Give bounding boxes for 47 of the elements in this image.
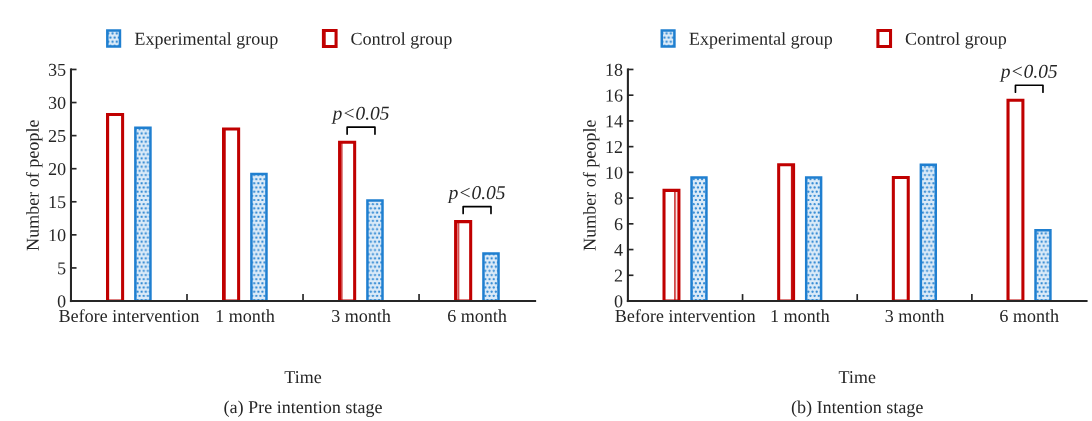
y-tick-label: 35 <box>48 63 66 76</box>
bar <box>366 199 384 302</box>
bar <box>690 176 708 302</box>
y-tick-label: 25 <box>48 129 66 143</box>
y-tick-label: 14 <box>606 115 623 128</box>
annotation: p<0.05 <box>447 186 505 204</box>
x-tick-label: 6 month <box>1000 309 1059 323</box>
x-tick-label: Before intervention <box>59 309 200 323</box>
bar <box>1034 229 1052 302</box>
x-tick-label: Before intervention <box>615 309 756 323</box>
x-tick-label: 3 month <box>332 309 391 323</box>
legend-label: Experimental group <box>689 32 833 49</box>
y-tick-label: 15 <box>49 196 66 209</box>
text: (b) Intention stage <box>791 400 923 418</box>
y-tick-label: 10 <box>606 166 623 179</box>
y-tick-label: 12 <box>606 140 623 153</box>
y-tick-label: 6 <box>614 218 623 231</box>
text: (a) Pre intention stage <box>224 400 382 418</box>
legend-label: Control group <box>351 32 452 49</box>
y-axis-title: Number of people <box>25 120 43 251</box>
bar <box>804 176 823 302</box>
y-tick-label: 0 <box>57 295 66 308</box>
y-axis-title: Number of people <box>582 120 600 251</box>
legend-label: Control group <box>905 32 1007 49</box>
x-tick-label: 6 month <box>448 309 507 323</box>
y-tick-label: 16 <box>606 89 623 102</box>
y-tick-label: 2 <box>614 269 623 282</box>
bar <box>482 252 500 302</box>
x-axis-title: Time <box>838 371 876 384</box>
y-tick-label: 4 <box>614 243 623 256</box>
y-tick-label: 10 <box>49 229 66 242</box>
annotation: p<0.05 <box>999 64 1058 82</box>
y-tick-label: 0 <box>614 295 623 308</box>
y-tick-label: 20 <box>48 162 66 176</box>
y-tick-label: 30 <box>48 96 66 109</box>
y-tick-label: 18 <box>606 63 623 76</box>
annotation: p<0.05 <box>331 106 389 124</box>
x-tick-label: 3 month <box>885 309 945 323</box>
y-tick-label: 5 <box>58 262 66 275</box>
x-axis-title: Time <box>284 371 322 384</box>
x-tick-label: 1 month <box>771 309 830 323</box>
y-tick-label: 8 <box>614 192 623 205</box>
legend-label: Experimental group <box>134 32 278 49</box>
bar <box>134 126 152 302</box>
bar <box>919 163 938 302</box>
x-tick-label: 1 month <box>216 309 275 323</box>
bar <box>250 172 268 302</box>
